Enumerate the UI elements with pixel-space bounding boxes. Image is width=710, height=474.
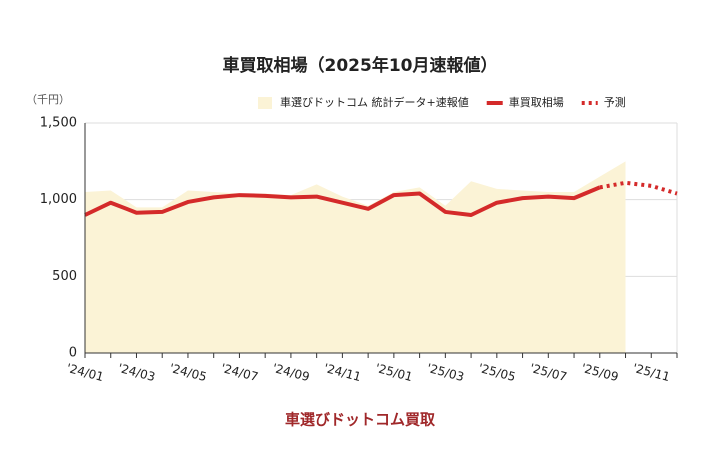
chart-title: 車買取相場（2025年10月速報値） [223, 55, 498, 76]
y-tick-label: 0 [69, 346, 77, 361]
area [85, 161, 626, 353]
x-tick-label: '25/09 [580, 361, 620, 384]
x-tick-label: '25/01 [374, 361, 414, 384]
x-tick-label: '25/03 [425, 361, 465, 384]
x-tick-label: '25/11 [631, 361, 671, 384]
x-tick-label: '25/07 [528, 361, 568, 384]
x-tick-label: '24/09 [271, 361, 311, 384]
y-tick-label: 500 [52, 269, 77, 284]
x-tick-label: '24/07 [219, 361, 259, 384]
footer: 車選びドットコム買取 [285, 411, 436, 429]
line [84, 185, 601, 217]
y-unit: （千円） [26, 93, 70, 106]
legend-label: 車選びドットコム 統計データ+速報値 [280, 95, 469, 109]
x-tick-label: '24/03 [116, 361, 156, 384]
legend-label: 車買取相場 [509, 95, 564, 109]
legend-swatch [258, 97, 272, 109]
y-tick-label: 1,000 [40, 192, 77, 207]
y-tick-label: 1,500 [40, 116, 77, 131]
x-tick-label: '24/11 [322, 361, 362, 384]
x-tick-label: '24/05 [168, 361, 208, 384]
line [599, 180, 678, 196]
x-tick-label: '25/05 [477, 361, 517, 384]
x-tick-label: '24/01 [65, 361, 105, 384]
legend-label: 予測 [604, 95, 626, 109]
